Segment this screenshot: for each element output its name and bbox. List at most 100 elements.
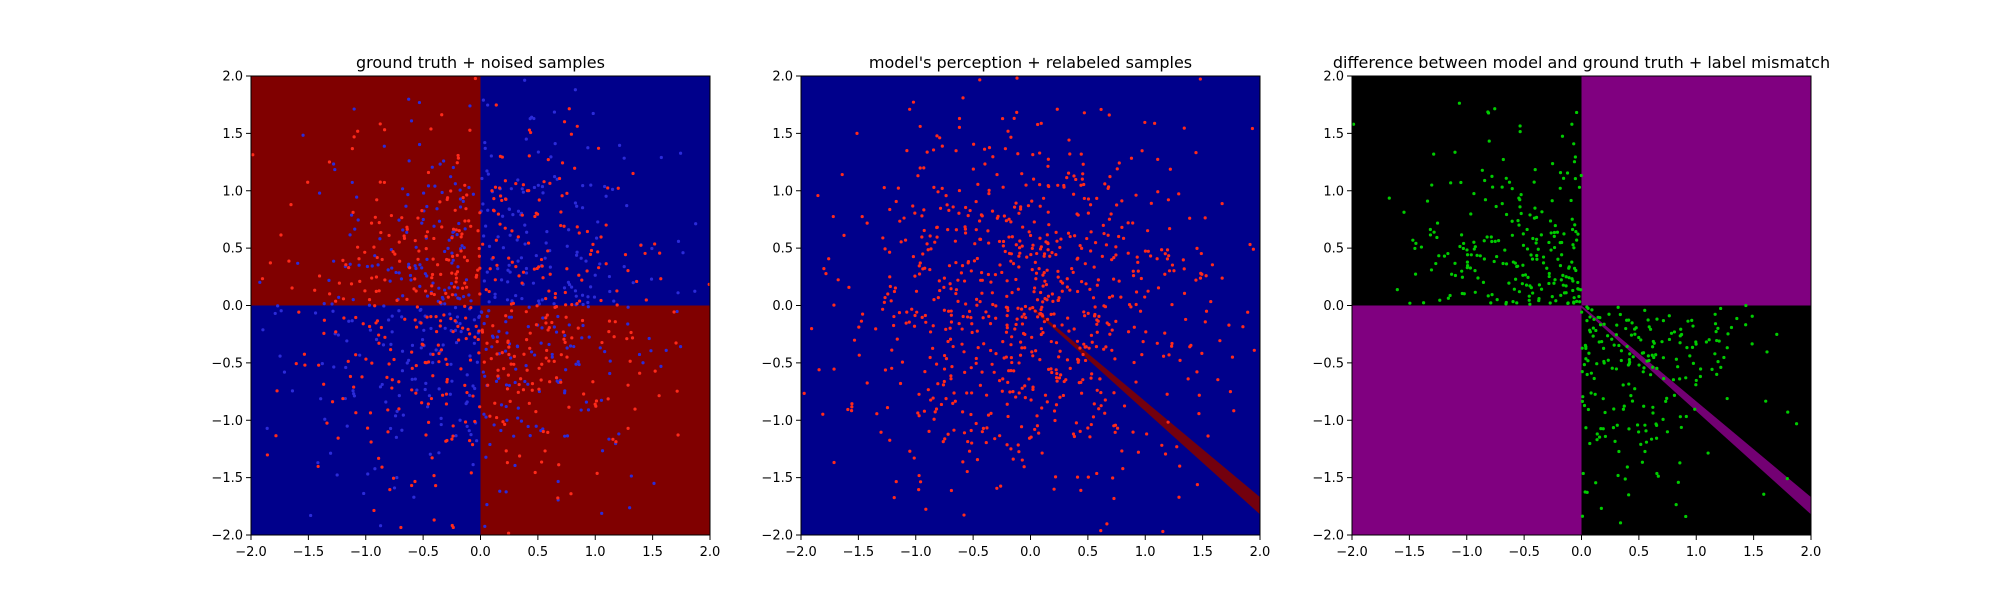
point-1-89 (592, 295, 597, 299)
point-3-92 (1674, 503, 1678, 507)
point-2-0 (990, 291, 994, 295)
point-2-534 (949, 320, 954, 324)
point-2-386 (953, 239, 957, 243)
point-2-333 (1103, 411, 1107, 415)
point-2-616 (1112, 496, 1116, 501)
point-1-397 (421, 191, 426, 195)
point-2-85 (905, 149, 909, 153)
point-2-37 (963, 370, 967, 374)
point-2-650 (994, 352, 998, 356)
point-1-310 (429, 326, 433, 331)
point-3-281 (1672, 330, 1677, 334)
point-1-184 (552, 110, 557, 114)
point-1-275 (508, 233, 512, 237)
point-2-163 (912, 456, 916, 460)
point-1-840 (459, 235, 463, 239)
point-3-145 (1535, 237, 1539, 241)
point-1-351 (386, 318, 391, 322)
point-1-94 (393, 414, 398, 418)
point-2-352 (1056, 269, 1060, 273)
region-1-4 (480, 305, 710, 535)
point-1-331 (491, 335, 495, 339)
point-1-953 (391, 250, 395, 254)
point-3-323 (1578, 300, 1582, 304)
point-1-989 (516, 390, 520, 394)
point-1-95 (443, 302, 447, 306)
point-2-657 (1204, 309, 1209, 313)
point-2-750 (1059, 279, 1063, 283)
point-1-773 (545, 313, 549, 317)
point-2-751 (969, 412, 973, 417)
point-2-6 (1061, 393, 1065, 398)
point-3-329 (1547, 240, 1551, 245)
point-1-919 (473, 76, 477, 81)
point-1-910 (565, 267, 569, 271)
point-2-170 (989, 280, 993, 284)
point-3-14 (1678, 415, 1682, 419)
point-1-177 (276, 304, 280, 308)
point-1-396 (352, 392, 356, 396)
point-2-299 (1004, 355, 1008, 359)
point-2-108 (889, 299, 893, 303)
point-1-2 (565, 346, 569, 350)
point-1-747 (533, 214, 537, 219)
point-3-63 (1646, 354, 1650, 358)
point-3-313 (1549, 231, 1553, 235)
point-2-82 (1194, 151, 1198, 155)
point-3-2 (1435, 235, 1439, 240)
point-2-28 (974, 421, 978, 426)
chart-title-3: difference between model and ground trut… (1333, 53, 1830, 72)
point-1-594 (382, 128, 387, 132)
point-1-432 (448, 392, 452, 396)
point-3-382 (1475, 253, 1479, 257)
point-3-157 (1584, 357, 1588, 361)
point-1-552 (562, 120, 567, 124)
point-2-793 (1165, 248, 1170, 252)
point-1-414 (468, 393, 472, 397)
point-1-912 (336, 436, 340, 440)
point-1-646 (294, 361, 298, 366)
point-2-169 (931, 148, 936, 152)
point-2-600 (949, 488, 953, 493)
point-1-268 (471, 192, 475, 196)
point-2-332 (888, 284, 892, 289)
point-1-728 (591, 380, 595, 384)
point-2-530 (1006, 129, 1010, 133)
point-1-516 (626, 383, 630, 387)
point-2-291 (1188, 216, 1192, 220)
point-2-643 (1016, 306, 1020, 310)
point-1-707 (495, 352, 499, 356)
point-1-173 (430, 165, 434, 169)
point-1-969 (507, 345, 511, 349)
y-tick-label-2-0: −2.0 (761, 529, 793, 544)
point-3-120 (1517, 290, 1522, 294)
y-tick-label-2-7: 1.5 (772, 127, 793, 142)
point-2-88 (1001, 239, 1006, 244)
point-1-294 (418, 284, 422, 288)
point-3-68 (1537, 283, 1542, 287)
point-2-583 (999, 484, 1003, 488)
point-2-622 (928, 355, 932, 360)
point-2-740 (948, 326, 952, 330)
point-1-30 (397, 394, 401, 398)
point-1-726 (544, 356, 548, 360)
point-2-327 (827, 257, 831, 261)
point-1-186 (530, 115, 534, 119)
point-1-925 (607, 319, 612, 323)
point-3-312 (1500, 202, 1504, 206)
point-2-371 (1129, 156, 1134, 160)
point-1-749 (373, 215, 377, 219)
point-2-447 (1121, 236, 1126, 240)
point-3-55 (1642, 366, 1646, 370)
point-3-355 (1469, 212, 1473, 216)
point-3-442 (1572, 301, 1576, 305)
point-2-442 (951, 344, 955, 349)
point-1-281 (486, 172, 490, 176)
point-2-264 (1110, 328, 1114, 332)
x-tick-label-1-4: 0.0 (470, 545, 491, 560)
point-2-511 (935, 225, 939, 229)
point-1-323 (441, 343, 445, 347)
point-2-483 (960, 342, 964, 346)
point-2-253 (1009, 447, 1013, 451)
point-3-76 (1591, 326, 1595, 330)
